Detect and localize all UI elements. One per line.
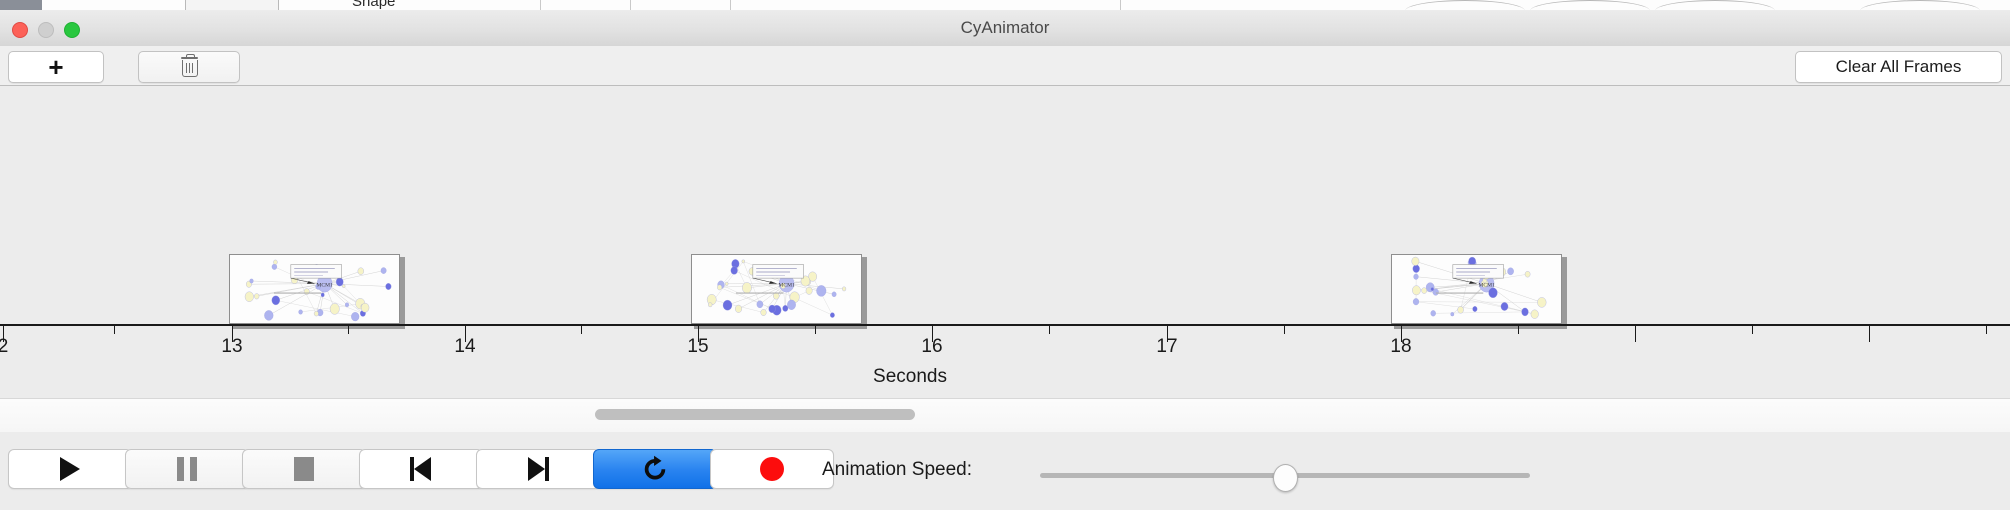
ruler-tick-major (465, 326, 467, 342)
ruler-tick-minor (815, 326, 817, 334)
stop-button[interactable] (242, 449, 366, 489)
ruler-tick-major (1401, 326, 1403, 342)
title-bar[interactable]: CyAnimator (0, 10, 2010, 47)
frame-image: MCM1 (229, 254, 400, 324)
transport-bar: Animation Speed: (0, 432, 2010, 510)
svg-text:MCM1: MCM1 (779, 282, 795, 288)
frame-image: MCM1 (1391, 254, 1562, 324)
ruler-tick-minor (348, 326, 350, 334)
ruler-tick-minor (1986, 326, 1988, 334)
svg-text:MCM1: MCM1 (1479, 282, 1495, 288)
timeline-canvas[interactable]: MCM1 MCM1 MCM1 (0, 86, 2010, 329)
trash-icon (180, 54, 198, 77)
background-window-strip: Shape (0, 0, 2010, 10)
minimize-button[interactable] (38, 22, 54, 38)
ruler-tick-minor (114, 326, 116, 334)
animation-speed-label: Animation Speed: (822, 459, 972, 480)
play-icon (60, 457, 80, 481)
ruler-tick-major (1869, 326, 1871, 342)
ruler-tick-minor (1518, 326, 1520, 334)
ruler-tick-major (1635, 326, 1637, 342)
loop-button[interactable] (593, 449, 717, 489)
pause-button[interactable] (125, 449, 249, 489)
stop-icon (294, 457, 314, 481)
background-window-label: Shape (352, 0, 396, 10)
timeline-scrollbar-track[interactable] (0, 398, 2010, 433)
ruler-tick-label: 14 (454, 336, 476, 357)
background-tab-secondary (185, 0, 279, 10)
timeline-ruler (0, 324, 2010, 342)
ruler-tick-major (232, 326, 234, 342)
clear-all-frames-label: Clear All Frames (1835, 57, 1962, 76)
timeline-frame-thumbnail[interactable]: MCM1 (691, 254, 867, 329)
ruler-tick-label: 18 (1390, 336, 1412, 357)
ruler-tick-major (698, 326, 700, 342)
clear-all-frames-button[interactable]: Clear All Frames (1795, 51, 2002, 83)
add-frame-button[interactable]: + (8, 51, 104, 83)
play-button[interactable] (8, 449, 132, 489)
window-title: CyAnimator (960, 18, 1050, 37)
record-icon (760, 457, 784, 481)
frame-image: MCM1 (691, 254, 862, 324)
svg-text:MCM1: MCM1 (317, 282, 333, 288)
ruler-tick-label: 17 (1156, 336, 1178, 357)
timeline-frame-thumbnail[interactable]: MCM1 (1391, 254, 1567, 329)
ruler-tick-major (3, 326, 5, 342)
timeline-frame-thumbnail[interactable]: MCM1 (229, 254, 405, 329)
window-controls (12, 22, 80, 38)
ruler-tick-major (1167, 326, 1169, 342)
ruler-axis-title: Seconds (0, 366, 2010, 388)
ruler-tick-minor (1284, 326, 1286, 334)
ruler-tick-minor (581, 326, 583, 334)
ruler-tick-label: 16 (921, 336, 943, 357)
animation-speed-slider-thumb[interactable] (1273, 464, 1298, 492)
ruler-tick-label: 2 (0, 336, 9, 357)
ruler-tick-minor (1049, 326, 1051, 334)
skip-back-button[interactable] (359, 449, 483, 489)
ruler-tick-label: 13 (221, 336, 243, 357)
ruler-axis-title-text: Seconds (873, 366, 947, 387)
ruler-tick-minor (1752, 326, 1754, 334)
delete-frame-button[interactable] (138, 51, 240, 83)
skip-back-icon (409, 457, 433, 481)
ruler-axis-line (0, 324, 2010, 326)
close-button[interactable] (12, 22, 28, 38)
skip-forward-button[interactable] (476, 449, 600, 489)
loop-icon (644, 455, 666, 480)
zoom-button[interactable] (64, 22, 80, 38)
timeline-scrollbar-thumb[interactable] (595, 409, 915, 420)
ruler-tick-label: 15 (687, 336, 709, 357)
record-button[interactable] (710, 449, 834, 489)
toolbar: + Clear All Frames (0, 46, 2010, 86)
skip-forward-icon (526, 457, 550, 481)
ruler-tick-major (932, 326, 934, 342)
background-tab-active (0, 0, 42, 10)
pause-icon (177, 457, 197, 481)
